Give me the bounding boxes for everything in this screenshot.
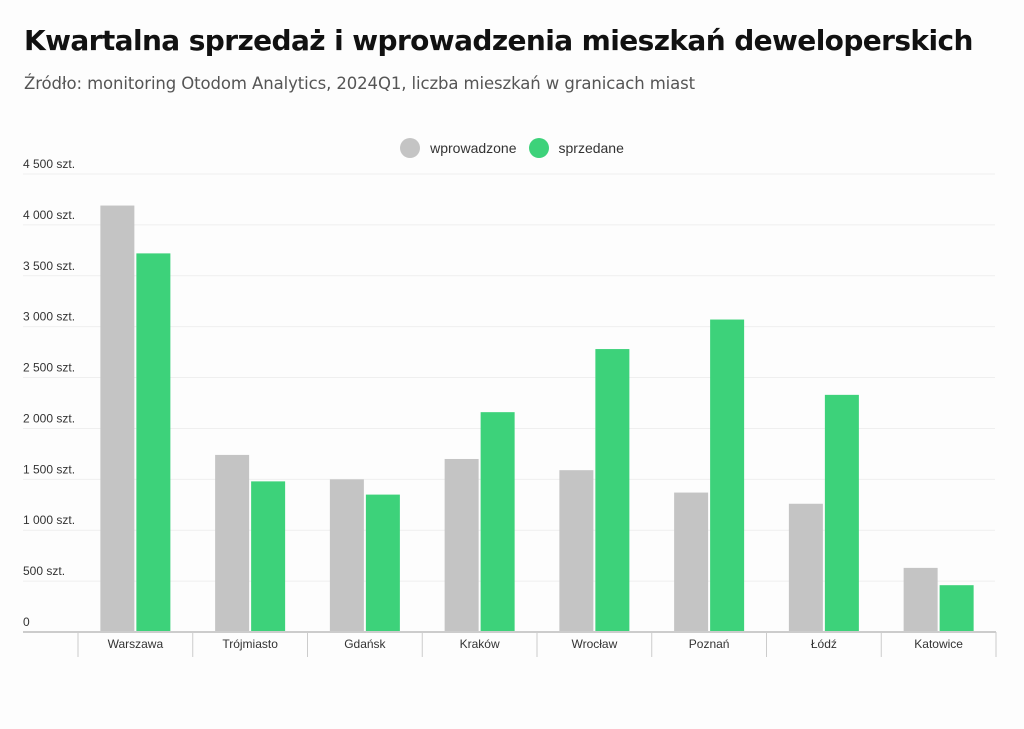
bar-wprowadzone[interactable]: [329, 479, 364, 632]
bar-sprzedane[interactable]: [824, 394, 859, 632]
y-tick-label: 3 000 szt.: [23, 310, 75, 324]
legend: wprowadzone sprzedane: [0, 138, 1024, 158]
legend-swatch-sprzedane: [528, 138, 549, 158]
x-tick-label: Gdańsk: [344, 637, 386, 651]
chart-title: Kwartalna sprzedaż i wprowadzenia mieszk…: [24, 24, 973, 57]
y-tick-label: 1 500 szt.: [23, 462, 75, 476]
y-tick-label: 4 500 szt.: [23, 157, 75, 171]
y-tick-label: 3 500 szt.: [23, 259, 75, 273]
bar-sprzedane[interactable]: [595, 349, 630, 632]
legend-item-sprzedane[interactable]: sprzedane: [528, 138, 624, 158]
bar-sprzedane[interactable]: [710, 319, 745, 632]
bar-wprowadzone[interactable]: [903, 567, 938, 632]
x-axis: Warszawa Trójmiasto Gdańsk Kraków Wrocław Poz…: [23, 631, 997, 657]
y-tick-label: 2 500 szt.: [23, 361, 75, 375]
x-tick-label: Kraków: [460, 637, 500, 651]
x-tick-label: Warszawa: [108, 637, 164, 651]
bars: [100, 205, 974, 633]
bar-sprzedane[interactable]: [365, 494, 400, 632]
y-tick-label: 2 000 szt.: [23, 411, 75, 425]
y-tick-label: 4 000 szt.: [23, 208, 75, 222]
legend-swatch-wprowadzone: [400, 138, 421, 158]
x-tick-label: Trójmiasto: [222, 637, 278, 651]
bar-wprowadzone[interactable]: [559, 470, 594, 632]
x-tick-label: Poznań: [689, 637, 730, 651]
legend-label-sprzedane: sprzedane: [558, 140, 624, 156]
bar-wprowadzone[interactable]: [100, 205, 135, 632]
legend-item-wprowadzone[interactable]: wprowadzone: [400, 138, 517, 158]
y-tick-label: 500 szt.: [23, 564, 65, 578]
legend-label-wprowadzone: wprowadzone: [430, 140, 517, 156]
y-tick-label: 0: [23, 615, 30, 629]
x-tick-label: Katowice: [914, 637, 963, 651]
bar-wprowadzone[interactable]: [788, 503, 823, 632]
bar-wprowadzone[interactable]: [674, 492, 709, 632]
chart-subtitle: Źródło: monitoring Otodom Analytics, 202…: [24, 74, 696, 93]
bar-sprzedane[interactable]: [939, 585, 974, 632]
y-axis-ticks: 0 500 szt. 1 000 szt. 1 500 szt. 2 000 szt. 2…: [23, 157, 75, 629]
bar-sprzedane[interactable]: [480, 412, 515, 632]
y-tick-label: 1 000 szt.: [23, 513, 75, 527]
bar-sprzedane[interactable]: [251, 481, 286, 632]
x-tick-label: Wrocław: [571, 637, 617, 651]
bar-wprowadzone[interactable]: [215, 454, 250, 632]
x-tick-label: Łódź: [811, 637, 837, 651]
bar-sprzedane[interactable]: [136, 253, 171, 633]
bar-wprowadzone[interactable]: [444, 458, 479, 632]
